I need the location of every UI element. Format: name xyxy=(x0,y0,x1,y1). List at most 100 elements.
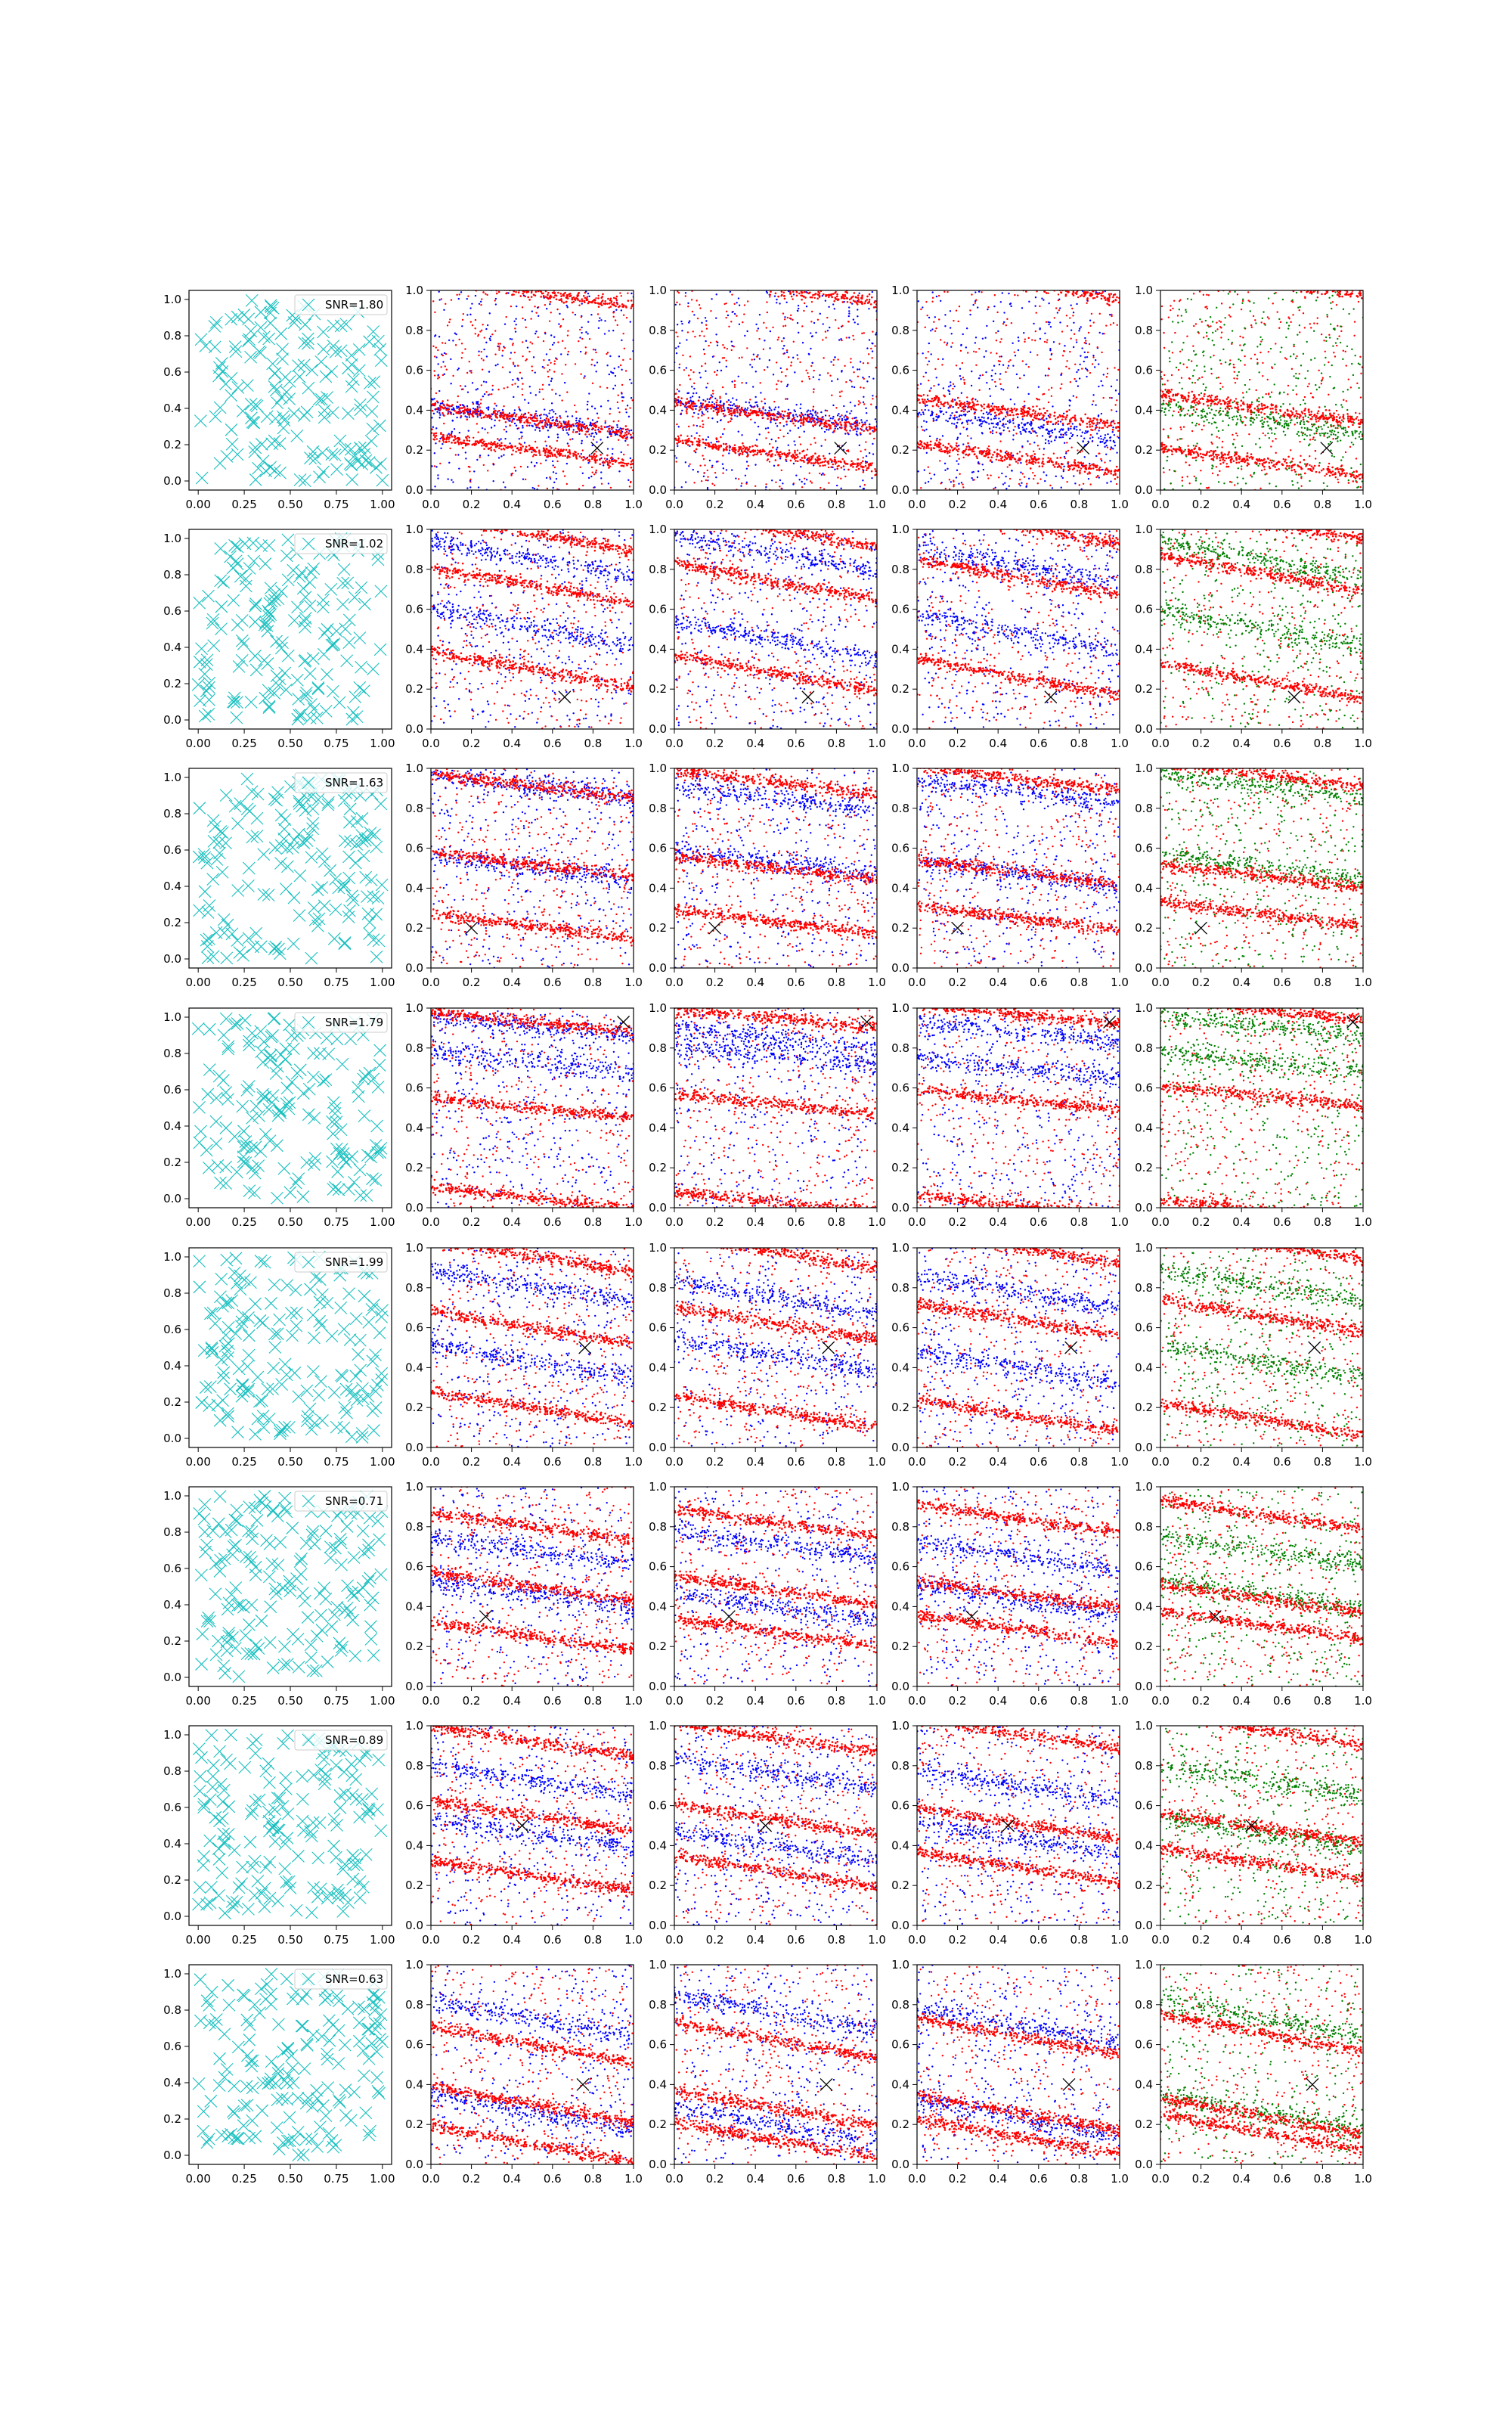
scatter-point xyxy=(556,424,559,427)
scatter-point xyxy=(856,430,857,432)
scatter-point xyxy=(438,417,440,418)
scatter-point xyxy=(500,283,503,285)
scatter-point xyxy=(819,417,821,420)
scatter-point xyxy=(1044,341,1046,343)
scatter-point xyxy=(463,281,465,283)
scatter-point xyxy=(1002,292,1003,293)
scatter-point xyxy=(514,327,516,329)
scatter-point xyxy=(992,433,993,434)
scatter-point xyxy=(514,383,516,384)
scatter-point xyxy=(492,287,494,289)
scatter-point xyxy=(811,482,813,483)
scatter-point xyxy=(799,361,801,363)
scatter-point xyxy=(957,321,959,322)
scatter-point xyxy=(1069,351,1070,352)
scatter-point xyxy=(553,482,555,483)
scatter-point xyxy=(832,416,834,417)
scatter-point xyxy=(778,437,779,439)
scatter-point xyxy=(486,294,488,296)
scatter-point xyxy=(810,413,812,414)
scatter-point xyxy=(1043,299,1044,300)
scatter-point xyxy=(754,445,757,447)
scatter-point xyxy=(474,444,476,446)
scatter-point xyxy=(836,296,838,298)
scatter-point xyxy=(778,286,780,288)
scatter-point xyxy=(1089,343,1090,345)
scatter-point xyxy=(793,417,795,419)
scatter-point xyxy=(514,423,516,424)
scatter-point xyxy=(449,281,451,284)
subplot-r1-c1: SNR=1.800.00 0.25 0.50 0.75 1.000.00.20.40.6… xyxy=(163,290,395,511)
scatter-point xyxy=(626,464,628,467)
scatter-point xyxy=(1009,486,1010,487)
scatter-point xyxy=(817,421,820,424)
scatter-point xyxy=(583,295,585,297)
scatter-point xyxy=(1034,306,1036,307)
cyan-x-marker xyxy=(315,393,327,405)
scatter-point xyxy=(733,284,736,286)
scatter-point xyxy=(767,432,769,433)
scatter-point xyxy=(546,456,548,458)
scatter-point xyxy=(1063,413,1064,414)
scatter-point xyxy=(857,309,858,310)
scatter-point xyxy=(689,378,691,380)
scatter-point xyxy=(434,436,436,439)
scatter-point xyxy=(725,281,727,283)
scatter-point xyxy=(466,408,469,410)
scatter-point xyxy=(460,385,461,386)
scatter-point xyxy=(777,288,779,290)
scatter-point xyxy=(826,429,827,430)
scatter-point xyxy=(1035,296,1036,298)
scatter-point xyxy=(792,454,795,456)
scatter-point xyxy=(1092,363,1093,365)
scatter-point xyxy=(441,298,442,299)
scatter-point xyxy=(830,417,832,419)
scatter-point xyxy=(439,463,441,464)
scatter-point xyxy=(486,415,488,417)
scatter-point xyxy=(520,437,522,439)
scatter-point xyxy=(706,283,708,285)
scatter-point xyxy=(969,420,971,421)
scatter-point xyxy=(445,278,448,281)
scatter-point xyxy=(785,375,786,377)
scatter-point xyxy=(677,436,679,437)
scatter-point xyxy=(445,278,447,280)
scatter-point xyxy=(567,456,569,458)
scatter-point xyxy=(853,371,854,373)
scatter-point xyxy=(507,418,509,420)
scatter-point xyxy=(512,419,514,421)
scatter-point xyxy=(791,361,792,363)
scatter-point xyxy=(940,339,941,340)
scatter-point xyxy=(621,384,623,386)
scatter-point xyxy=(776,286,778,288)
scatter-point xyxy=(587,293,589,294)
scatter-point xyxy=(724,281,727,283)
scatter-point xyxy=(926,315,928,316)
scatter-point xyxy=(776,448,777,450)
scatter-point xyxy=(860,300,863,302)
scatter-point xyxy=(987,414,988,415)
scatter-point xyxy=(767,292,768,293)
scatter-point xyxy=(813,377,814,378)
scatter-point xyxy=(435,279,438,281)
scatter-point xyxy=(689,355,691,357)
scatter-point xyxy=(618,458,620,460)
scatter-point xyxy=(1039,427,1040,429)
scatter-point xyxy=(627,428,629,430)
scatter-point xyxy=(697,413,699,414)
scatter-point xyxy=(728,404,730,406)
scatter-point xyxy=(954,414,956,416)
scatter-point xyxy=(774,455,776,456)
scatter-point xyxy=(782,288,785,290)
scatter-point xyxy=(606,387,608,389)
y-tick-label: 0.2 xyxy=(405,443,423,457)
scatter-point xyxy=(701,480,702,482)
scatter-point xyxy=(808,376,810,377)
scatter-point xyxy=(494,451,496,452)
scatter-point xyxy=(481,330,482,331)
scatter-point xyxy=(483,448,485,450)
scatter-point xyxy=(821,420,823,422)
scatter-point xyxy=(1079,377,1080,379)
scatter-point xyxy=(479,440,482,442)
scatter-point xyxy=(511,282,513,284)
